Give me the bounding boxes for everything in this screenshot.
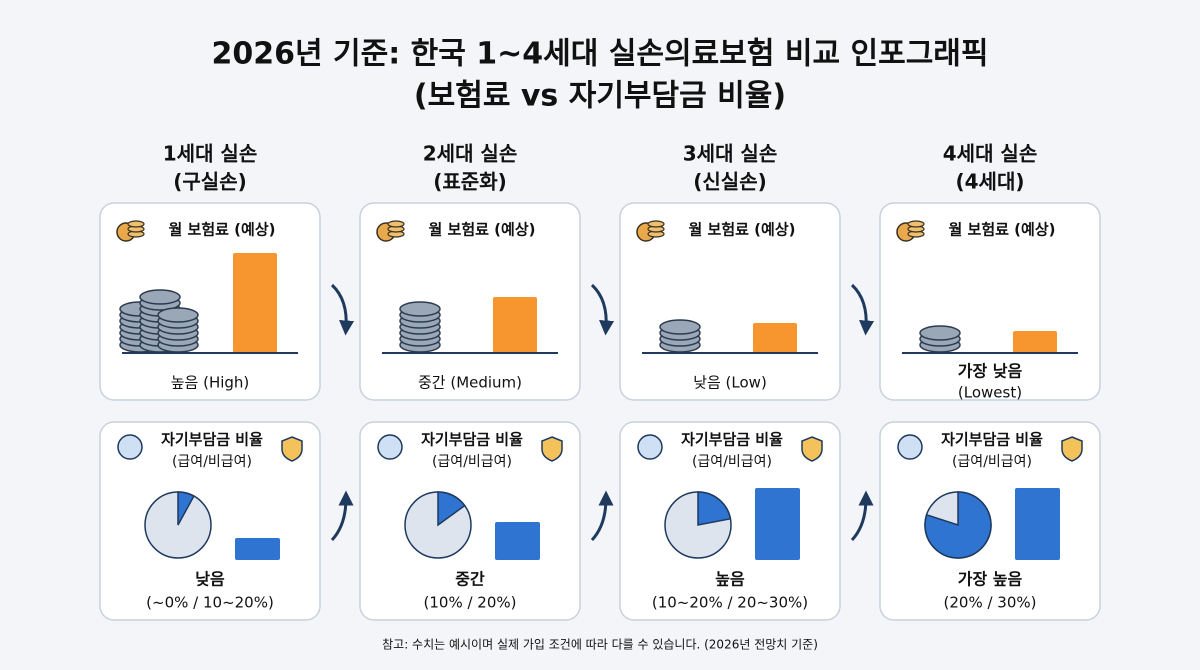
copay-bar xyxy=(495,522,540,560)
generation-name: 2세대 실손 xyxy=(423,142,517,166)
premium-bar xyxy=(493,297,537,353)
pie-slice xyxy=(697,491,732,526)
percent-icon xyxy=(117,434,143,460)
coin-icon xyxy=(907,220,925,228)
arrow-down xyxy=(850,283,875,336)
copay-level: 높음 xyxy=(715,570,745,589)
shield-icon xyxy=(281,436,303,462)
premium-bar xyxy=(1013,331,1057,353)
premium-level-en: (Lowest) xyxy=(958,384,1022,402)
coin-icon xyxy=(647,220,665,228)
footnote: 참고: 수치는 예시이며 실제 가입 조건에 따라 다를 수 있습니다. (20… xyxy=(382,638,818,652)
premium-label: 월 보험료 (예상) xyxy=(949,221,1056,239)
coin xyxy=(659,319,701,335)
copay-bar xyxy=(1015,488,1060,560)
copay-level: 가장 높음 xyxy=(958,570,1023,589)
percent-icon xyxy=(897,434,923,460)
premium-label: 월 보험료 (예상) xyxy=(429,221,536,239)
copay-sub: (급여/비급여) xyxy=(692,454,772,470)
copay-label: 자기부담금 비율 xyxy=(941,431,1043,449)
arrow-up xyxy=(850,490,874,542)
copay-level: 중간 xyxy=(455,570,485,589)
shield-icon xyxy=(801,436,823,462)
copay-label: 자기부담금 비율 xyxy=(161,431,263,449)
premium-bar xyxy=(753,323,797,353)
generation-sub: (신실손) xyxy=(693,170,766,194)
coin-icon xyxy=(387,220,405,228)
arrow-up xyxy=(330,490,354,542)
pie-slice xyxy=(177,491,195,526)
copay-sub: (급여/비급여) xyxy=(952,454,1032,470)
coin xyxy=(139,289,181,305)
premium-level: 가장 낮음 xyxy=(958,362,1023,381)
premium-level: 중간 (Medium) xyxy=(418,374,522,392)
premium-level: 높음 (High) xyxy=(171,374,250,392)
coin-icon xyxy=(127,220,145,228)
coin xyxy=(399,301,441,317)
shield-icon xyxy=(1061,436,1083,462)
title-line: 2026년 기준: 한국 1~4세대 실손의료보험 비교 인포그래픽 xyxy=(211,37,988,72)
coin xyxy=(919,325,961,341)
copay-range: (20% / 30%) xyxy=(944,594,1037,612)
pie-slice xyxy=(924,491,992,559)
generation-name: 4세대 실손 xyxy=(943,142,1037,166)
copay-level: 낮음 xyxy=(195,570,225,589)
copay-range: (10~20% / 20~30%) xyxy=(652,594,808,612)
generation-sub: (4세대) xyxy=(956,170,1025,194)
copay-bar xyxy=(755,488,800,560)
title-line: (보험료 vs 자기부담금 비율) xyxy=(414,79,786,114)
arrow-down xyxy=(330,283,355,336)
generation-name: 3세대 실손 xyxy=(683,142,777,166)
premium-level: 낮음 (Low) xyxy=(693,374,767,392)
copay-range: (~0% / 10~20%) xyxy=(146,594,274,612)
arrow-down xyxy=(590,283,615,336)
copay-bar xyxy=(235,538,280,560)
generation-sub: (표준화) xyxy=(433,170,506,194)
premium-label: 월 보험료 (예상) xyxy=(689,221,796,239)
generation-sub: (구실손) xyxy=(173,170,246,194)
copay-label: 자기부담금 비율 xyxy=(681,431,783,449)
premium-bar xyxy=(233,253,277,353)
copay-sub: (급여/비급여) xyxy=(432,454,512,470)
coin xyxy=(157,307,199,323)
premium-label: 월 보험료 (예상) xyxy=(169,221,276,239)
percent-icon xyxy=(637,434,663,460)
shield-icon xyxy=(541,436,563,462)
copay-label: 자기부담금 비율 xyxy=(421,431,523,449)
generation-name: 1세대 실손 xyxy=(163,142,257,166)
copay-range: (10% / 20%) xyxy=(424,594,517,612)
pie-slice xyxy=(437,491,466,527)
percent-icon xyxy=(377,434,403,460)
arrow-up xyxy=(590,490,614,542)
copay-sub: (급여/비급여) xyxy=(172,454,252,470)
